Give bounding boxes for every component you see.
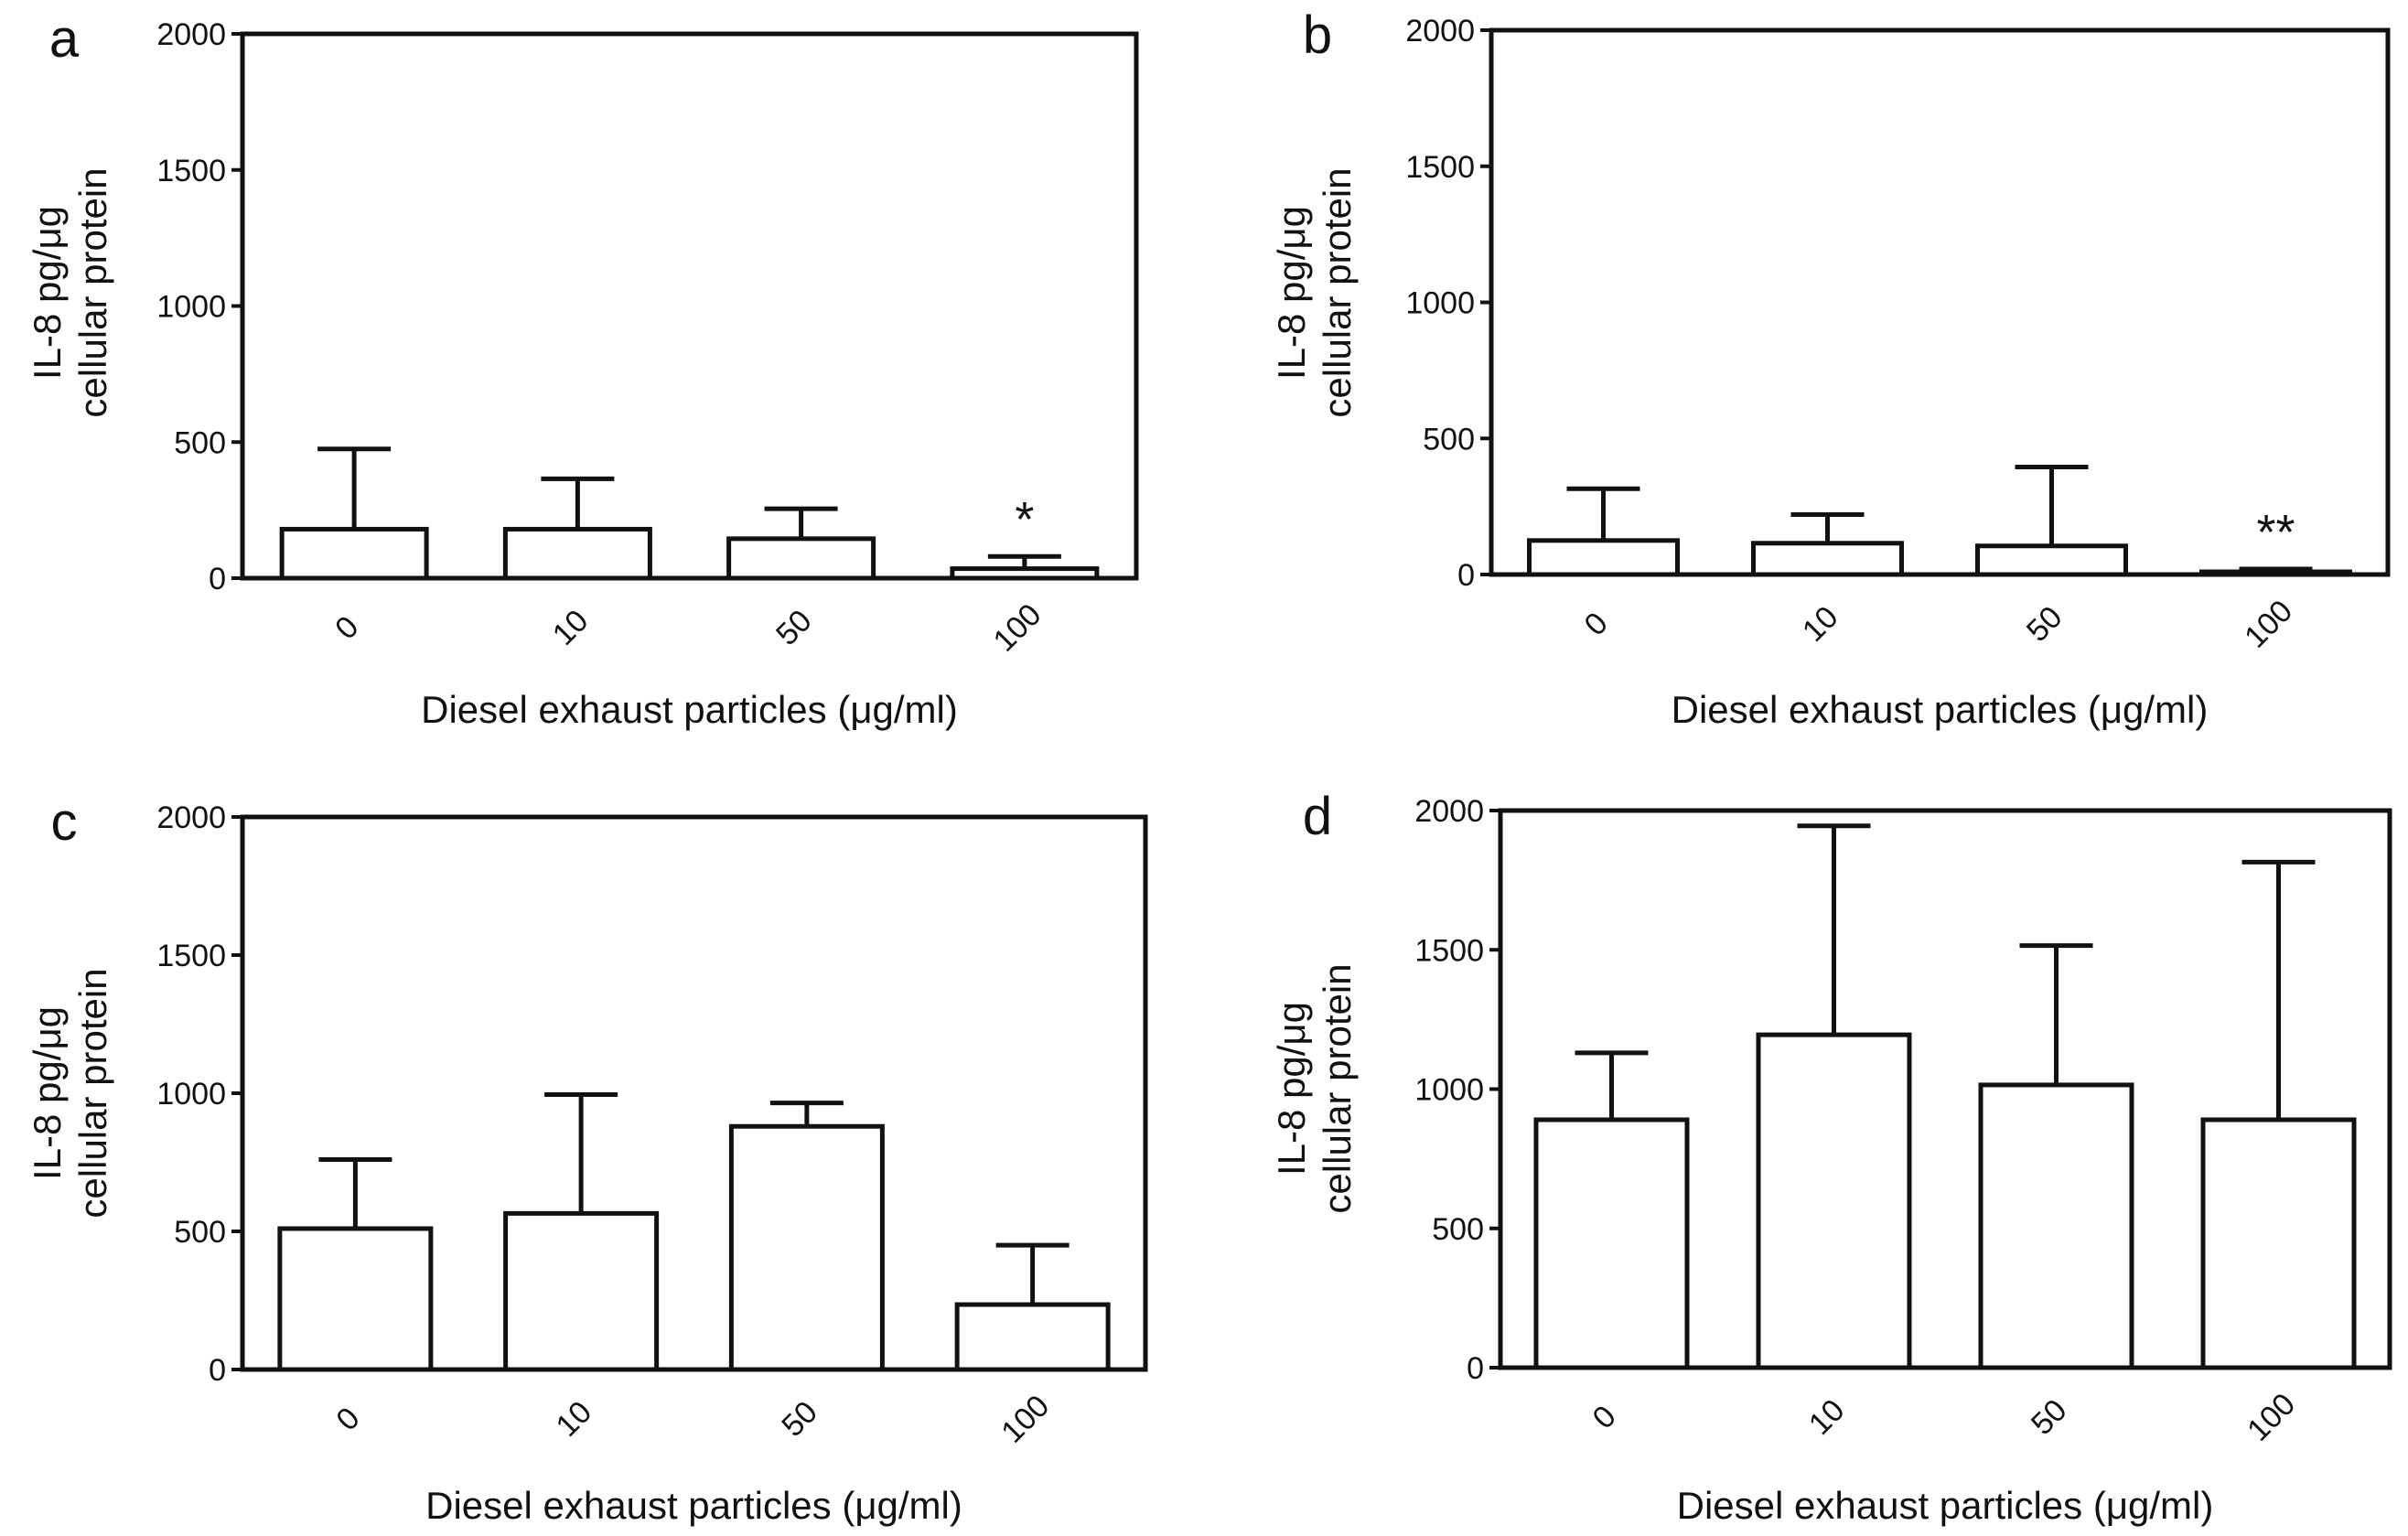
plot-frame (1489, 27, 2391, 577)
y-tick-label: 1000 (156, 290, 226, 325)
bar (1527, 538, 1680, 577)
bar (2200, 1117, 2357, 1370)
panel-letter: c (51, 792, 78, 852)
bar (277, 1226, 434, 1372)
y-tick-label: 500 (1432, 1212, 1484, 1247)
x-tick-label: 100 (987, 597, 1048, 659)
x-tick-label: 10 (550, 1394, 599, 1444)
x-axis-title: Diesel exhaust particles (μg/ml) (1677, 1484, 2214, 1527)
y-tick-label: 2000 (156, 17, 226, 52)
x-tick-label: 0 (329, 1401, 366, 1437)
bar (1978, 1082, 2134, 1370)
y-axis-title: cellular protein (1316, 167, 1359, 417)
x-tick-label: 10 (546, 603, 596, 652)
y-tick-label: 1000 (156, 1077, 226, 1112)
panel-letter: b (1303, 5, 1332, 65)
bar (726, 536, 876, 581)
bar (1756, 1032, 1912, 1370)
x-tick-label: 10 (1802, 1392, 1852, 1442)
bar (279, 526, 429, 581)
y-axis-title: IL-8 pg/μg (1270, 206, 1313, 380)
x-axis-title: Diesel exhaust particles (μg/ml) (421, 688, 958, 731)
bar (950, 566, 1100, 581)
y-tick-label: 0 (209, 1353, 226, 1388)
x-tick-label: 50 (2020, 599, 2069, 649)
significance-marker: ** (2256, 505, 2295, 560)
x-tick-label: 0 (1578, 606, 1615, 642)
x-tick-label: 100 (2241, 1387, 2302, 1448)
y-tick-label: 1500 (156, 154, 226, 188)
y-tick-label: 0 (1457, 558, 1475, 593)
panel-letter: a (49, 9, 80, 69)
x-tick-label: 0 (1586, 1399, 1623, 1435)
x-axis-title: Diesel exhaust particles (μg/ml) (1672, 688, 2209, 731)
y-tick-label: 1000 (1405, 286, 1475, 321)
y-axis-title: IL-8 pg/μg (26, 206, 69, 380)
y-axis-title: cellular protein (71, 968, 114, 1218)
x-tick-label: 100 (2238, 594, 2299, 655)
x-tick-label: 50 (769, 603, 819, 652)
y-tick-label: 1500 (156, 939, 226, 973)
y-tick-label: 0 (1467, 1351, 1484, 1386)
bar (1975, 543, 2128, 577)
bar (1533, 1117, 1690, 1370)
y-tick-label: 500 (1423, 422, 1475, 457)
bar (2199, 569, 2352, 577)
y-axis-title: cellular protein (71, 167, 114, 417)
bar (728, 1123, 885, 1372)
bar (502, 526, 652, 581)
x-tick-label: 10 (1796, 599, 1845, 649)
bar (954, 1302, 1111, 1372)
y-tick-label: 500 (174, 1215, 226, 1250)
y-axis-title: IL-8 pg/μg (26, 1006, 69, 1180)
x-tick-label: 50 (2025, 1392, 2074, 1442)
plot-frame (240, 31, 1139, 581)
significance-marker: * (1015, 492, 1034, 547)
y-tick-label: 2000 (1405, 14, 1475, 48)
y-tick-label: 500 (174, 425, 226, 460)
bar (1751, 541, 1904, 577)
y-axis-title: IL-8 pg/μg (1270, 1002, 1313, 1176)
panel-letter: d (1303, 787, 1332, 846)
x-tick-label: 0 (328, 609, 365, 646)
y-tick-label: 0 (209, 562, 226, 596)
y-tick-label: 1500 (1405, 150, 1475, 185)
y-tick-label: 1000 (1414, 1073, 1484, 1108)
x-tick-label: 50 (775, 1394, 824, 1444)
x-tick-label: 100 (994, 1389, 1056, 1450)
y-tick-label: 2000 (1414, 794, 1484, 829)
y-tick-label: 1500 (1414, 933, 1484, 968)
bar (503, 1210, 660, 1372)
x-axis-title: Diesel exhaust particles (μg/ml) (425, 1484, 962, 1527)
y-tick-label: 2000 (156, 800, 226, 835)
y-axis-title: cellular protein (1316, 963, 1359, 1213)
